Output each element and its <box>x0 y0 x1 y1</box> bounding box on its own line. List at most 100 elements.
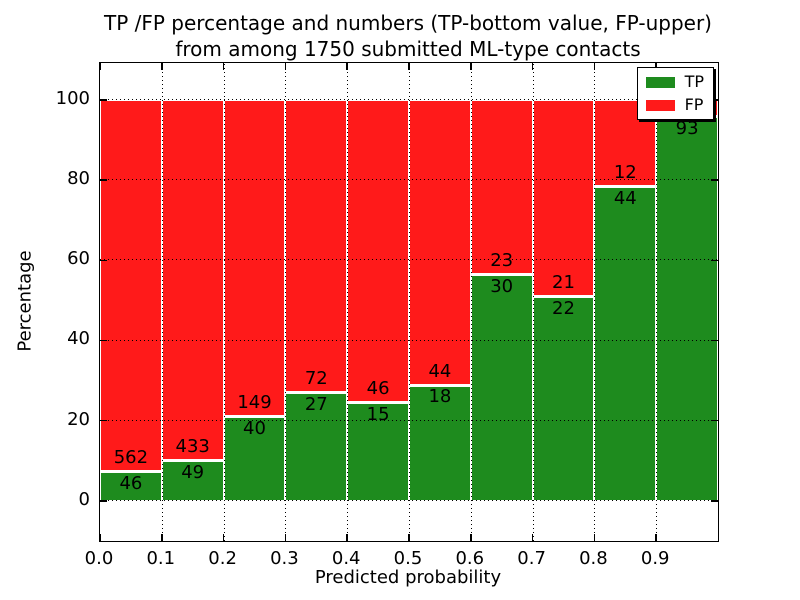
fp-count-label: 562 <box>113 446 149 468</box>
x-tickmark-0.5 <box>408 63 410 70</box>
gridline-x-0.1 <box>161 63 163 541</box>
chart-title-line1: TP /FP percentage and numbers (TP-bottom… <box>104 11 712 35</box>
x-axis-label: Predicted probability <box>314 567 502 588</box>
fp-count-label: 23 <box>490 249 514 271</box>
fp-count-label: 72 <box>304 367 328 389</box>
bar-0.2-0.3 <box>223 63 286 541</box>
tp-count-label: 46 <box>119 472 143 494</box>
legend: TP FP <box>636 67 714 120</box>
gridline-x-0.8 <box>594 63 596 541</box>
y-tickmark-20 <box>100 419 107 422</box>
x-tickmark-0.6 <box>470 63 472 70</box>
x-tickmark-0.3 <box>284 534 287 541</box>
y-tickmark-20 <box>711 419 718 422</box>
x-tickmark-0.8 <box>593 63 596 70</box>
bar-0.6-0.7 <box>470 63 533 541</box>
gridline-x-0.9 <box>656 63 658 541</box>
y-tickmark-80 <box>100 179 107 181</box>
x-tickmark-0.7 <box>531 63 534 70</box>
bars-layer <box>100 63 718 541</box>
tp-count-label: 22 <box>552 297 575 319</box>
y-tickmark-60 <box>100 259 107 262</box>
tp-count-label: 30 <box>490 275 514 297</box>
y-tick-label-20: 20 <box>67 408 90 430</box>
tp-segment <box>532 295 595 501</box>
tp-count-label: 93 <box>675 118 699 140</box>
legend-swatch-tp <box>645 76 675 88</box>
y-tickmark-0 <box>711 500 718 502</box>
plot-area: 562 46 433 49 149 40 72 27 46 15 44 18 23 30 21 22 12 44 9… <box>99 62 719 542</box>
y-tick-label-80: 80 <box>67 168 90 190</box>
x-tick-label-0.9: 0.9 <box>640 548 670 569</box>
x-tick-label-0.2: 0.2 <box>208 548 237 569</box>
fp-segment <box>532 99 595 296</box>
fp-segment <box>347 99 409 403</box>
y-tickmark-100 <box>100 99 107 101</box>
tp-segment <box>470 273 533 501</box>
x-tick-label-0.7: 0.7 <box>517 548 546 569</box>
tp-count-label: 44 <box>613 187 637 209</box>
y-tickmark-60 <box>711 259 718 262</box>
y-tick-label-100: 100 <box>55 87 90 109</box>
y-tickmark-40 <box>100 339 107 342</box>
gridline-x-0.6 <box>470 63 472 541</box>
gridline-x-0.7 <box>532 63 534 541</box>
fp-segment <box>223 99 286 417</box>
tp-segment <box>409 384 471 501</box>
bar-0.5-0.6 <box>409 63 471 541</box>
y-tickmark-80 <box>711 179 718 181</box>
fp-count-label: 21 <box>552 271 575 293</box>
gridline-x-0.5 <box>409 63 410 541</box>
y-tickmark-0 <box>100 500 107 502</box>
bar-0.0-0.1 <box>100 63 162 541</box>
x-tickmark-0.8 <box>593 534 596 541</box>
x-tickmark-0 <box>99 534 101 541</box>
x-tickmark-0.6 <box>470 534 472 541</box>
x-tickmark-0.2 <box>222 63 225 70</box>
tickmarks-layer <box>99 63 718 541</box>
chart-title: TP /FP percentage and numbers (TP-bottom… <box>99 10 717 63</box>
legend-item-fp: FP <box>645 97 704 113</box>
x-tickmark-0.4 <box>346 63 348 70</box>
fp-segment <box>100 99 162 471</box>
tp-count-label: 40 <box>243 418 266 440</box>
y-tickmark-40 <box>711 339 718 342</box>
x-tickmark-0.9 <box>655 534 657 541</box>
fp-count-label: 46 <box>366 378 390 400</box>
tp-count-label: 27 <box>304 393 328 415</box>
tp-count-label: 49 <box>181 462 205 484</box>
gridline-x-0.3 <box>285 63 287 541</box>
legend-swatch-fp <box>645 99 675 111</box>
x-tickmark-0.4 <box>346 534 348 541</box>
fp-segment <box>161 99 224 461</box>
gridline-x-0.4 <box>347 63 349 541</box>
x-tickmark-0.7 <box>531 534 534 541</box>
bar-0.4-0.5 <box>347 63 409 541</box>
bar-0.7-0.8 <box>532 63 595 541</box>
bar-0.3-0.4 <box>285 63 348 541</box>
chart-title-line2: from among 1750 submitted ML-type contac… <box>175 37 641 62</box>
fp-count-label: 149 <box>237 392 272 414</box>
x-tick-label-0.0: 0.0 <box>84 548 114 569</box>
x-tick-label-0.5: 0.5 <box>393 548 423 569</box>
fp-segment <box>409 99 471 385</box>
legend-label-tp: TP <box>684 72 704 91</box>
fp-count-label: 433 <box>175 436 210 458</box>
x-tickmark-0.3 <box>284 63 287 70</box>
x-tickmark-0.9 <box>655 63 657 70</box>
x-tickmark-0.5 <box>408 534 410 541</box>
x-tick-label-0.1: 0.1 <box>146 548 176 569</box>
x-tick-label-0.6: 0.6 <box>455 548 485 569</box>
y-tick-label-40: 40 <box>67 328 90 350</box>
y-tickmark-100 <box>711 99 718 101</box>
tp-count-label: 18 <box>428 386 452 408</box>
tp-count-label: 15 <box>366 404 390 426</box>
fp-segment <box>285 99 348 392</box>
fp-count-label: 44 <box>428 360 452 382</box>
tp-segment <box>594 185 657 501</box>
tp-segment <box>656 116 718 501</box>
x-tickmark-0.1 <box>161 63 163 70</box>
legend-item-tp: TP <box>645 72 704 91</box>
grid-layer <box>100 63 718 541</box>
